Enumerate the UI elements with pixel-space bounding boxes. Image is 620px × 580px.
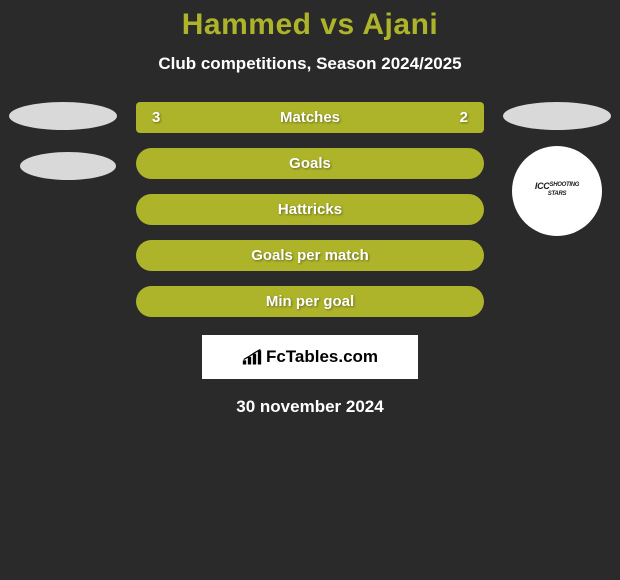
stat-row-hattricks: Hattricks: [136, 194, 484, 225]
right-player-column: ICCSHOOTINGSTARS: [502, 102, 612, 236]
stat-row-goals: Goals: [136, 148, 484, 179]
date-text: 30 november 2024: [0, 397, 620, 417]
club-logo-placeholder: [20, 152, 116, 180]
player-photo-placeholder: [9, 102, 117, 130]
stats-area: 3 Matches 2 Goals Hattricks Goals per ma…: [0, 102, 620, 317]
stat-label: Goals: [289, 155, 331, 172]
page-title: Hammed vs Ajani: [0, 8, 620, 42]
stat-label: Hattricks: [278, 201, 342, 218]
source-logo[interactable]: FcTables.com: [202, 335, 418, 379]
club-badge: ICCSHOOTINGSTARS: [512, 146, 602, 236]
stat-label: Min per goal: [266, 293, 354, 310]
stats-center-column: 3 Matches 2 Goals Hattricks Goals per ma…: [136, 102, 484, 317]
comparison-card: Hammed vs Ajani Club competitions, Seaso…: [0, 0, 620, 417]
subtitle: Club competitions, Season 2024/2025: [0, 54, 620, 74]
player-photo-placeholder: [503, 102, 611, 130]
club-badge-text: ICCSHOOTINGSTARS: [535, 182, 579, 200]
stat-row-min-per-goal: Min per goal: [136, 286, 484, 317]
source-logo-text: FcTables.com: [266, 347, 378, 367]
stat-label: Matches: [280, 109, 340, 126]
stat-label: Goals per match: [251, 247, 369, 264]
left-player-column: [8, 102, 118, 180]
stat-row-goals-per-match: Goals per match: [136, 240, 484, 271]
stat-right-value: 2: [460, 109, 468, 126]
stat-row-matches: 3 Matches 2: [136, 102, 484, 133]
chart-icon: [242, 348, 262, 366]
stat-left-value: 3: [152, 109, 160, 126]
